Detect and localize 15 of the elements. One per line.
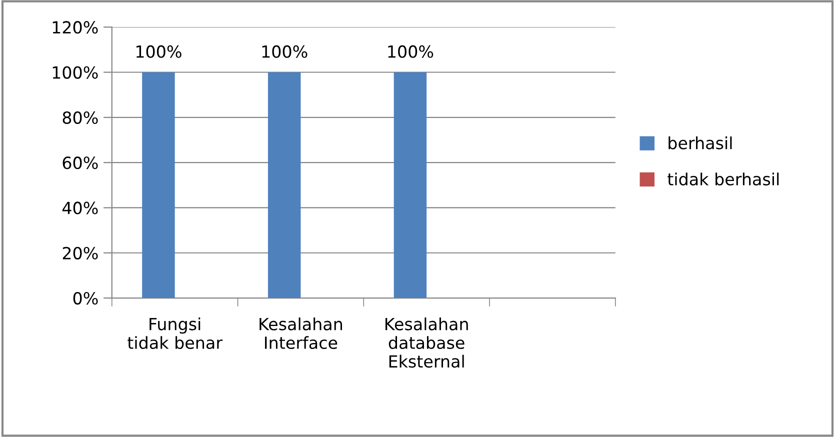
x-tick-label: Kesalahan Interface	[260, 317, 342, 350]
x-tick-label: Fungsi tidak benar	[128, 317, 223, 350]
y-tick-label: 40%	[62, 202, 98, 214]
data-label: 100%	[136, 45, 182, 58]
y-tick-label: 60%	[62, 156, 98, 170]
y-tick-label: 80%	[62, 111, 98, 124]
y-tick-label: 120%	[52, 21, 98, 34]
x-tick-label: Kesalahan database Eksternal	[386, 317, 468, 368]
y-tick-label: 100%	[52, 66, 98, 79]
legend-label: tidak berhasil	[668, 172, 779, 186]
legend-label: berhasil	[668, 136, 732, 150]
y-tick-label: 0%	[73, 292, 98, 305]
data-label: 100%	[388, 45, 434, 58]
y-tick-label: 20%	[62, 246, 98, 260]
data-label: 100%	[262, 45, 308, 58]
